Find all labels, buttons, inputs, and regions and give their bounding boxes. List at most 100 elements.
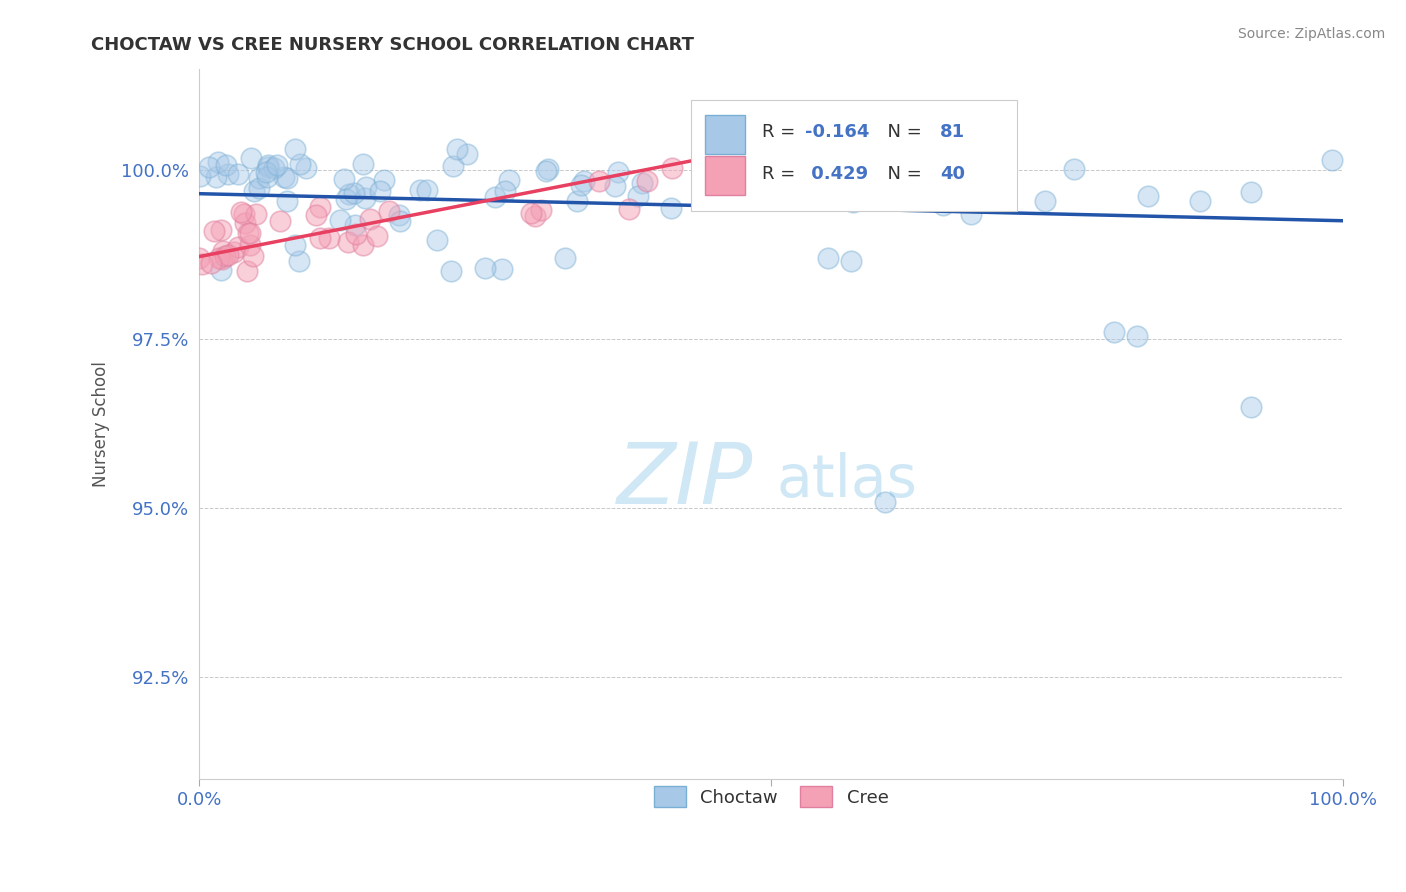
Point (377, 203, 399, 218)
Point (247, 170, 270, 185)
Point (247, 180, 270, 194)
Text: CHOCTAW VS CREE NURSERY SCHOOL CORRELATION CHART: CHOCTAW VS CREE NURSERY SCHOOL CORRELATI… (91, 36, 695, 54)
Point (284, 238, 307, 252)
Point (287, 253, 309, 268)
Text: Source: ZipAtlas.com: Source: ZipAtlas.com (1237, 27, 1385, 41)
Point (1033, 194, 1056, 208)
Point (409, 183, 432, 197)
Point (714, 179, 737, 194)
Point (841, 195, 863, 210)
Point (366, 228, 388, 243)
Point (242, 249, 264, 263)
Point (572, 174, 595, 188)
Point (696, 186, 718, 200)
Point (1136, 189, 1159, 203)
Point (229, 205, 252, 219)
Point (208, 252, 231, 266)
Y-axis label: Nursery School: Nursery School (93, 360, 110, 487)
Point (498, 173, 520, 187)
Point (236, 264, 259, 278)
Point (569, 178, 592, 193)
Point (276, 171, 298, 186)
Point (209, 223, 232, 237)
Point (337, 186, 360, 201)
Point (288, 156, 311, 170)
Point (869, 165, 891, 179)
Point (441, 159, 464, 173)
Point (627, 188, 650, 202)
Point (335, 192, 357, 206)
Point (524, 209, 547, 223)
Point (537, 162, 560, 177)
Point (217, 248, 239, 262)
Point (188, 169, 211, 183)
Point (222, 245, 245, 260)
Point (631, 176, 654, 190)
Point (205, 170, 228, 185)
Point (242, 185, 264, 199)
Text: 81: 81 (941, 123, 966, 142)
Point (426, 233, 449, 247)
Point (232, 207, 254, 221)
Point (344, 227, 367, 241)
FancyBboxPatch shape (704, 115, 745, 153)
Point (202, 224, 225, 238)
Text: 40: 40 (941, 165, 966, 183)
Legend: Choctaw, Cree: Choctaw, Cree (644, 777, 897, 816)
Point (1240, 400, 1263, 414)
Point (617, 202, 640, 216)
Point (790, 174, 813, 188)
Point (318, 230, 340, 244)
Point (474, 261, 496, 276)
Point (217, 167, 239, 181)
Point (266, 159, 288, 173)
Point (484, 190, 506, 204)
Point (211, 244, 233, 259)
Point (354, 180, 377, 194)
Point (188, 251, 211, 265)
Point (198, 160, 221, 174)
Point (226, 240, 249, 254)
Point (333, 172, 356, 186)
Point (456, 147, 478, 161)
Point (207, 155, 229, 169)
Point (343, 186, 366, 201)
Point (741, 170, 763, 185)
Point (352, 238, 374, 252)
Point (269, 214, 291, 228)
Point (337, 235, 360, 249)
Point (200, 256, 222, 270)
Point (960, 207, 983, 221)
Point (273, 170, 295, 185)
Point (226, 167, 249, 181)
Point (373, 173, 395, 187)
Point (1063, 161, 1085, 176)
Point (494, 184, 516, 198)
Point (821, 189, 844, 203)
Point (353, 191, 375, 205)
Text: N =: N = (876, 123, 928, 142)
Point (520, 206, 543, 220)
FancyBboxPatch shape (690, 101, 1017, 211)
Point (211, 252, 233, 267)
Point (343, 219, 366, 233)
Point (603, 179, 626, 194)
Point (254, 164, 277, 178)
Text: 0.429: 0.429 (806, 165, 869, 183)
Point (839, 254, 862, 268)
Point (352, 157, 374, 171)
Point (191, 257, 214, 271)
Point (239, 238, 262, 252)
Point (1188, 194, 1211, 208)
Point (588, 174, 610, 188)
Point (661, 161, 683, 175)
Point (446, 142, 468, 156)
Point (659, 202, 682, 216)
Point (329, 212, 352, 227)
Point (530, 203, 553, 218)
Point (491, 261, 513, 276)
Point (1126, 328, 1149, 343)
Point (215, 157, 238, 171)
Point (388, 208, 411, 222)
Point (536, 164, 558, 178)
